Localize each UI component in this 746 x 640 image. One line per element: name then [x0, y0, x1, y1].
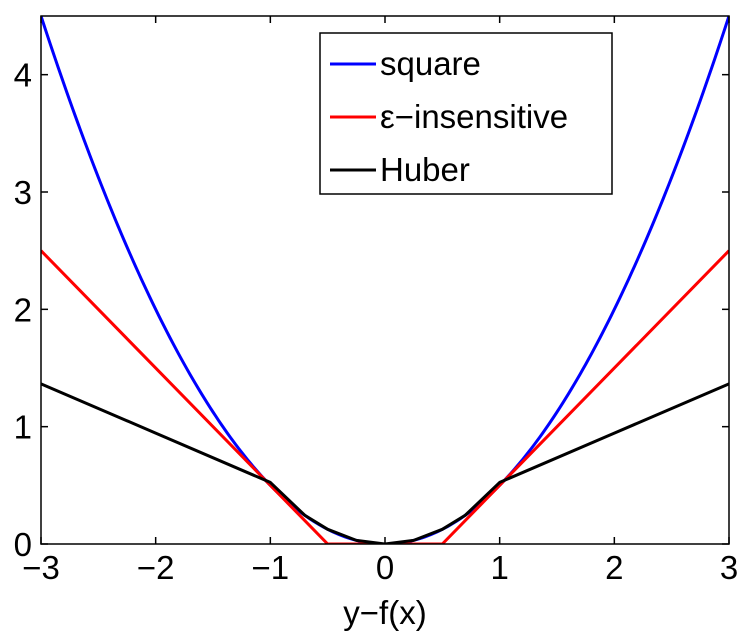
y-tick-label: 0 [14, 526, 32, 563]
series-line-2 [41, 382, 729, 544]
series-layer [41, 16, 729, 544]
y-tick-label: 4 [14, 57, 32, 94]
y-tick-label: 1 [14, 409, 32, 446]
x-tick-label: 3 [720, 549, 738, 586]
legend-label: square [380, 45, 481, 82]
x-tick-label: −1 [252, 549, 290, 586]
x-tick-label: 1 [490, 549, 508, 586]
series-line-0 [41, 16, 729, 544]
ticks-layer: −3 −2 −1 0 1 2 3 0 1 2 3 4 [14, 16, 738, 586]
x-tick-label: −3 [22, 549, 60, 586]
y-tick-label: 3 [14, 174, 32, 211]
legend-box [319, 32, 613, 195]
legend: square ε−insensitive Huber [319, 32, 613, 195]
legend-label: Huber [380, 151, 470, 188]
x-tick-label: 2 [605, 549, 623, 586]
x-tick-label: −2 [137, 549, 175, 586]
legend-label: ε−insensitive [380, 98, 568, 135]
x-axis-label: y−f(x) [343, 594, 426, 631]
series-line-1 [41, 249, 729, 544]
x-tick-label: 0 [376, 549, 394, 586]
y-tick-label: 2 [14, 291, 32, 328]
